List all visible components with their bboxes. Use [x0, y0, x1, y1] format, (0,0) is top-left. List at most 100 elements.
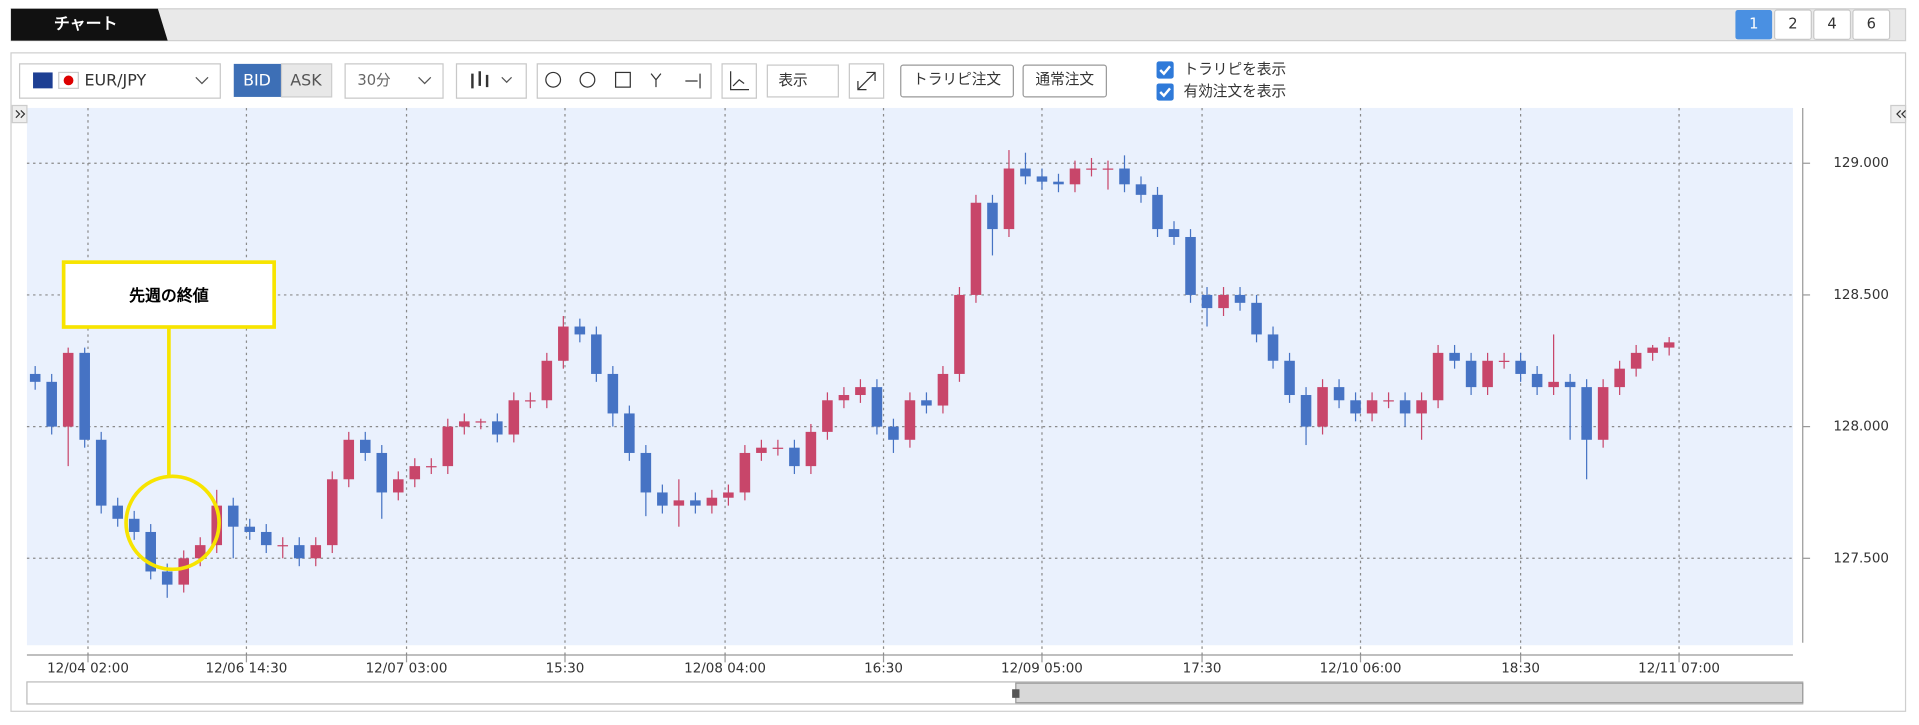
candle-body — [1317, 387, 1328, 427]
x-tick-label: 18:30 — [1501, 661, 1540, 676]
candle-body — [426, 466, 437, 468]
candle-body — [1201, 294, 1213, 309]
candle-body — [706, 497, 718, 506]
jp-flag-dot — [63, 75, 74, 86]
checkbox-label: トラリピを表示 — [1183, 61, 1286, 78]
candle-body — [591, 334, 602, 374]
zoom-in-icon[interactable] — [545, 71, 562, 88]
normal-order-button[interactable] — [1022, 64, 1107, 98]
display-label: 表示 — [778, 72, 807, 89]
candle-body — [1251, 302, 1262, 335]
display-button[interactable] — [766, 64, 839, 98]
page-button[interactable] — [1813, 9, 1852, 41]
candle-body — [525, 400, 536, 402]
candle-body — [492, 421, 503, 435]
candle-body — [772, 447, 784, 449]
candle-body — [1135, 184, 1147, 195]
candle-body — [1102, 168, 1114, 170]
candle-body — [1366, 400, 1378, 414]
tab-title: チャート — [54, 14, 117, 33]
candle-body — [161, 571, 173, 585]
candle-body — [739, 452, 751, 493]
candle-body — [1465, 360, 1477, 388]
tab[interactable] — [11, 8, 168, 41]
candle-body — [393, 479, 404, 493]
x-tick-label: 12/11 07:00 — [1638, 661, 1720, 676]
candle-body — [277, 545, 289, 547]
candle-body — [211, 505, 223, 546]
fit-icon[interactable] — [614, 71, 631, 88]
candle-body — [723, 492, 734, 498]
candle-body — [293, 545, 305, 559]
candle-body — [1069, 168, 1081, 185]
candle-body — [1614, 368, 1625, 388]
trap-order-button[interactable] — [900, 64, 1014, 98]
zoom-tools[interactable] — [536, 63, 712, 99]
expand-icon — [857, 71, 876, 91]
page-label: 2 — [1788, 16, 1797, 33]
check — [1159, 87, 1171, 98]
symbol-select[interactable] — [18, 63, 221, 99]
candle-body — [888, 426, 899, 440]
bid-button[interactable] — [233, 63, 282, 97]
x-tick-label: 12/06 14:30 — [206, 661, 288, 676]
candle-body — [29, 373, 41, 382]
candle-body — [624, 413, 635, 453]
candle-body — [260, 531, 272, 546]
candle-body — [1416, 400, 1427, 414]
collapse-right[interactable] — [1890, 104, 1907, 124]
candle-body — [1564, 381, 1576, 388]
candle-body — [657, 492, 668, 506]
tool-icons[interactable] — [650, 73, 701, 89]
zoom-out-icon[interactable] — [579, 71, 596, 88]
candle-body — [1449, 352, 1460, 361]
candle-body — [1399, 400, 1411, 414]
candle-body — [95, 439, 107, 506]
candle-body — [46, 381, 57, 427]
x-tick-label: 15:30 — [546, 661, 585, 676]
candle-body — [508, 400, 520, 435]
candle-body — [970, 202, 982, 295]
indicator-icon — [730, 71, 749, 91]
page-button[interactable] — [1852, 9, 1891, 41]
candle-body — [1119, 168, 1130, 185]
candle-body — [1036, 176, 1048, 182]
candle-body — [1630, 352, 1642, 369]
candle-body — [475, 421, 487, 423]
candle-body — [1218, 294, 1229, 309]
candle-body — [607, 373, 619, 414]
candle-body — [79, 352, 90, 440]
annotation-text: 先週の終値 — [129, 286, 209, 305]
x-tick-label: 12/04 02:00 — [47, 661, 129, 676]
candle-body — [1432, 352, 1444, 401]
candle-body — [690, 500, 701, 506]
candle-body — [871, 387, 883, 427]
check — [1159, 65, 1171, 76]
y-tick-label: 129.000 — [1833, 156, 1889, 171]
candle-body — [756, 447, 767, 453]
normal-order-label: 通常注文 — [1035, 71, 1094, 88]
symbol: EUR/JPY — [84, 71, 146, 90]
page-button[interactable] — [1735, 10, 1773, 40]
candle-body — [1086, 168, 1097, 170]
candle-body — [1482, 360, 1493, 388]
chart-type-select[interactable] — [455, 63, 527, 99]
annotation-box — [61, 260, 276, 329]
checkbox[interactable] — [1156, 83, 1174, 101]
navigator-window[interactable] — [1015, 682, 1804, 704]
page-button[interactable] — [1773, 9, 1812, 41]
eu-flag — [33, 72, 53, 89]
candle-body — [1168, 229, 1180, 237]
indicator-button[interactable] — [721, 63, 757, 99]
candle-body — [855, 387, 866, 396]
navigator-handle[interactable] — [1012, 689, 1020, 698]
candle-body — [310, 545, 322, 559]
ask-button[interactable] — [280, 63, 333, 98]
candle-body — [937, 373, 949, 406]
y-tick-label: 128.500 — [1833, 288, 1889, 303]
candle-body — [128, 518, 140, 532]
candle-body — [326, 479, 338, 546]
candle-body — [1531, 373, 1543, 388]
checkbox[interactable] — [1156, 61, 1174, 79]
